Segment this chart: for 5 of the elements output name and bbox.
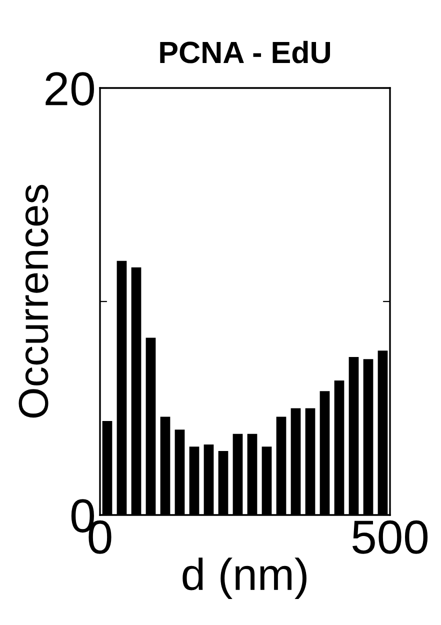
x-axis-title: d (nm) [182,558,306,600]
chart-title: PCNA - EdU [160,40,330,64]
y-axis-title: Occurrences [18,184,48,418]
y-tick-label: 20 [46,72,94,106]
x-tick-label: 500 [352,520,428,554]
